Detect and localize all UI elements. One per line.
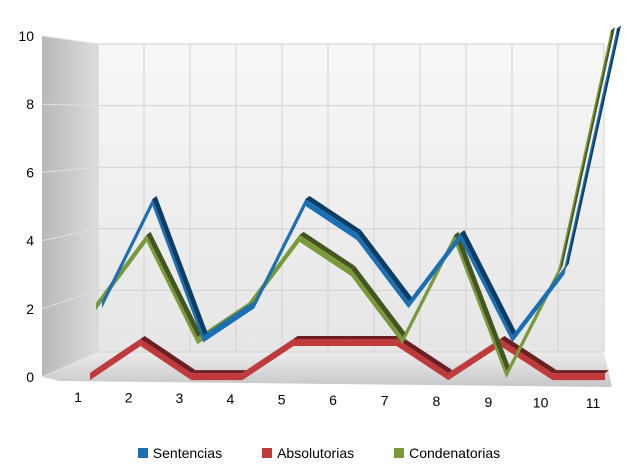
series-2-ribbon-segment-7 <box>454 234 507 379</box>
series-layer <box>90 25 621 381</box>
series-0-ribbon-segment-0 <box>102 199 153 309</box>
gridline-side-3 <box>41 166 99 173</box>
series-0-ribbon-segment-6 <box>408 233 461 309</box>
x-tick-label-9: 10 <box>533 394 549 410</box>
series-1-ribbon-top-7 <box>448 336 505 374</box>
x-tick-label-6: 7 <box>381 393 389 409</box>
series-2-ribbon-segment-9 <box>558 30 611 276</box>
series-1-ribbon-segment-0 <box>90 339 141 381</box>
series-2-ribbon-top-5 <box>351 266 407 338</box>
series-2-ribbon-top-4 <box>299 231 355 269</box>
series-0-ribbon-top-2 <box>203 298 259 336</box>
side-wall <box>42 36 98 377</box>
series-1-ribbon-segment-8 <box>500 339 553 381</box>
series-0 <box>102 25 621 343</box>
y-tick-label-1: 2 <box>26 301 34 317</box>
legend-label-2: Condenatorias <box>409 445 501 461</box>
series-0-ribbon-segment-4 <box>305 199 357 241</box>
legend-swatch-1 <box>262 448 273 458</box>
x-tick-label-10: 11 <box>586 395 601 411</box>
x-tick-label-4: 5 <box>278 391 286 407</box>
series-1-ribbon-top-8 <box>500 336 557 374</box>
x-tick-label-0: 1 <box>74 389 82 405</box>
back-wall <box>98 44 604 352</box>
series-1-ribbon-top-3 <box>242 336 298 374</box>
legend-label-0: Sentencias <box>152 445 223 461</box>
y-axis: 0 2 4 6 8 10 <box>18 28 34 385</box>
gridline-side-2 <box>41 228 99 242</box>
series-0-ribbon-segment-5 <box>357 233 409 309</box>
series-1 <box>90 336 609 381</box>
gridline-side-5 <box>41 35 99 45</box>
series-2-ribbon-segment-5 <box>351 269 403 345</box>
series-0-ribbon-segment-3 <box>254 199 306 309</box>
legend: Sentencias Absolutorias Condenatorias <box>0 442 638 464</box>
legend-item-2: Condenatorias <box>394 445 500 461</box>
y-tick-label-4: 8 <box>26 96 34 112</box>
x-tick-label-3: 4 <box>227 391 235 407</box>
x-tick-label-5: 6 <box>329 392 337 408</box>
series-1-ribbon-segment-2 <box>191 373 243 381</box>
series-0-ribbon-top-1 <box>152 196 208 336</box>
x-tick-label-2: 3 <box>176 390 184 406</box>
series-2-ribbon-segment-4 <box>299 234 351 276</box>
series-0-ribbon-segment-1 <box>152 199 204 343</box>
x-axis: 1 2 3 4 5 6 7 8 9 10 11 <box>74 389 600 411</box>
series-0-ribbon-segment-7 <box>460 233 513 343</box>
y-tick-label-2: 4 <box>26 233 34 249</box>
legend-item-0: Sentencias <box>137 445 223 461</box>
series-0-ribbon-segment-2 <box>203 301 255 343</box>
series-1-ribbon-top-9 <box>552 370 609 374</box>
series-1-ribbon-segment-1 <box>140 339 192 381</box>
series-0-ribbon-top-5 <box>357 230 413 302</box>
gridlines <box>41 35 605 378</box>
series-1-ribbon-segment-3 <box>242 339 294 381</box>
series-1-ribbon-top-1 <box>140 336 196 374</box>
series-1-ribbon-top-0 <box>90 336 145 374</box>
series-1-ribbon-top-2 <box>191 370 247 374</box>
series-1-ribbon-segment-6 <box>396 339 449 381</box>
series-1-ribbon-segment-9 <box>552 373 605 381</box>
gridline-side-4 <box>41 103 99 107</box>
gridline-side-1 <box>41 289 99 310</box>
y-tick-label-0: 0 <box>26 369 34 385</box>
series-1-ribbon-top-6 <box>396 336 453 374</box>
series-1-ribbon-segment-7 <box>448 339 501 381</box>
x-tick-label-7: 8 <box>433 393 441 409</box>
series-1-ribbon-top-4 <box>293 336 349 339</box>
series-2-ribbon-top-2 <box>197 300 253 338</box>
series-2-ribbon-segment-1 <box>146 234 198 345</box>
legend-swatch-2 <box>394 448 405 458</box>
legend-item-1: Absolutorias <box>262 445 354 461</box>
series-0-ribbon-top-7 <box>460 230 517 336</box>
series-0-ribbon-segment-8 <box>512 267 565 343</box>
x-tick-label-1: 2 <box>125 390 133 406</box>
y-tick-label-5: 10 <box>18 28 34 44</box>
series-2-ribbon-top-7 <box>454 231 511 372</box>
x-tick-label-8: 9 <box>485 394 493 410</box>
series-0-ribbon-top-4 <box>305 196 361 234</box>
gridline-side-0 <box>41 351 99 378</box>
series-1-ribbon-segment-4 <box>293 339 345 346</box>
series-1-ribbon-top-5 <box>345 336 401 339</box>
y-tick-label-3: 6 <box>26 164 34 180</box>
legend-swatch-0 <box>137 448 148 458</box>
series-1-ribbon-segment-5 <box>345 339 397 346</box>
series-0-ribbon-segment-9 <box>564 28 617 275</box>
series-2-ribbon-top-1 <box>146 231 202 338</box>
legend-label-1: Absolutorias <box>277 445 355 461</box>
